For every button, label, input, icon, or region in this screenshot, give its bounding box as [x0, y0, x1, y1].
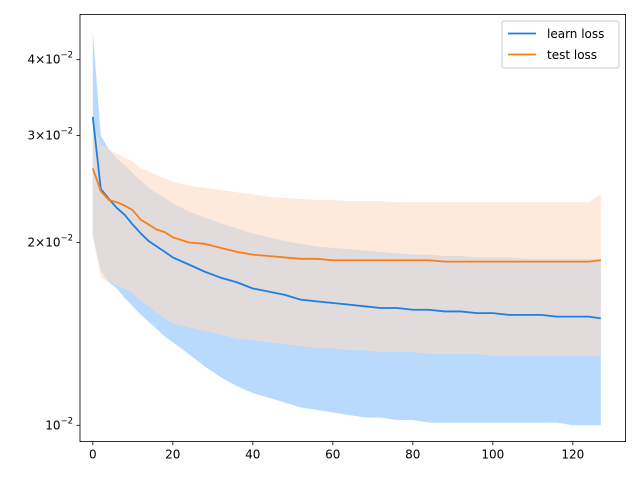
x-tick-label: 0	[89, 448, 97, 462]
x-tick-label: 40	[245, 448, 260, 462]
legend: learn loss test loss	[501, 20, 620, 69]
x-tick-label: 120	[561, 448, 584, 462]
y-tick-label: 4×10−2	[28, 51, 74, 67]
y-tick-label: 10−2	[45, 416, 73, 432]
x-tick-label: 60	[325, 448, 340, 462]
legend-label-test-loss: test loss	[547, 48, 597, 62]
x-tick-label: 100	[481, 448, 504, 462]
x-tick-label: 80	[405, 448, 420, 462]
legend-label-learn-loss: learn loss	[547, 27, 604, 41]
x-axis: 0 20 40 60 80 100 120	[89, 441, 584, 462]
y-axis: 10−2 2×10−2 3×10−2 4×10−2	[28, 51, 80, 432]
band-test-loss	[92, 125, 601, 357]
y-tick-label: 3×10−2	[28, 127, 74, 143]
x-tick-label: 20	[165, 448, 180, 462]
line-test-loss	[91, 167, 601, 263]
axes-frame	[79, 13, 626, 443]
plot-area	[91, 31, 601, 426]
line-learn-loss	[91, 116, 601, 320]
y-tick-label: 2×10−2	[28, 234, 74, 250]
